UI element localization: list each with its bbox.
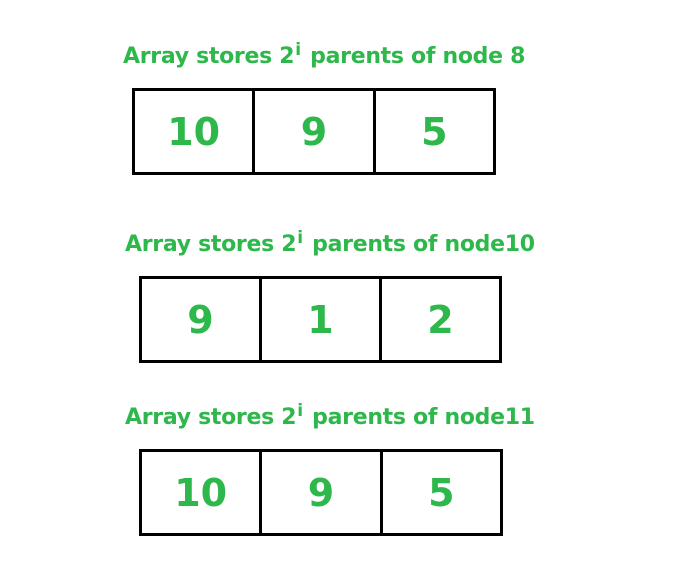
array-cell: 9 <box>187 297 214 342</box>
caption-suffix: parents of node10 <box>312 232 535 257</box>
array-cell: 9 <box>252 91 372 172</box>
caption-prefix: Array stores 2 <box>125 405 297 430</box>
parent-array-node-10: 9 1 2 <box>139 276 502 363</box>
caption-exponent: i <box>297 401 303 421</box>
parent-array-node-8: 10 9 5 <box>132 88 496 175</box>
caption-exponent: i <box>295 40 301 60</box>
array-cell: 5 <box>372 91 493 172</box>
array-cell: 5 <box>379 452 500 533</box>
caption-suffix: parents of node11 <box>312 405 535 430</box>
caption-prefix: Array stores 2 <box>123 44 295 69</box>
array-cell: 10 <box>167 109 221 154</box>
caption-prefix: Array stores 2 <box>125 232 297 257</box>
caption-suffix: parents of node 8 <box>310 44 526 69</box>
array-caption-node-10: Array stores 2i parents of node10 <box>125 230 535 257</box>
caption-exponent: i <box>297 228 303 248</box>
array-caption-node-11: Array stores 2i parents of node11 <box>125 403 535 430</box>
array-cell: 10 <box>174 470 228 515</box>
array-caption-node-8: Array stores 2i parents of node 8 <box>123 42 526 69</box>
array-cell: 9 <box>259 452 379 533</box>
array-cell: 1 <box>259 279 379 360</box>
parent-array-node-11: 10 9 5 <box>139 449 503 536</box>
array-cell: 2 <box>379 279 499 360</box>
